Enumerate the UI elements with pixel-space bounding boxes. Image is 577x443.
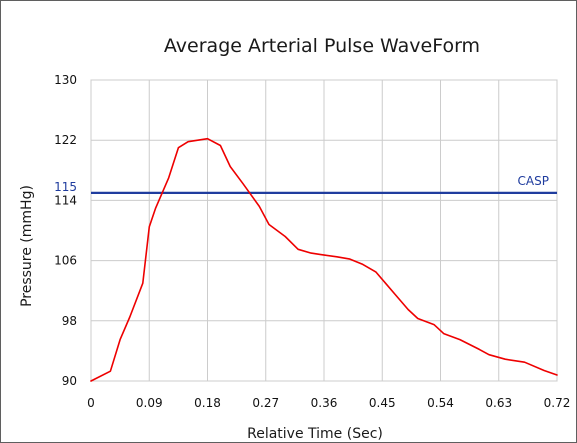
chart-title: Average Arterial Pulse WaveForm	[164, 35, 480, 57]
y-tick-label: 90	[62, 374, 77, 388]
reference-line-group: CASP 115	[54, 174, 557, 194]
x-tick-label: 0.09	[136, 396, 163, 410]
pulse-waveform-line	[90, 137, 558, 382]
tick-labels: 0 0.09 0.18 0.27 0.36 0.45 0.54 0.63 0.72 90 98 106…	[54, 73, 570, 410]
y-tick-label: 98	[62, 314, 77, 328]
x-tick-label: 0.72	[544, 396, 571, 410]
x-tick-label: 0.45	[369, 396, 396, 410]
casp-value-label: 115	[54, 180, 77, 194]
series-group	[90, 137, 558, 382]
x-tick-label: 0.36	[311, 396, 338, 410]
y-tick-label: 130	[54, 73, 77, 87]
y-tick-label: 106	[54, 254, 77, 268]
y-tick-label: 122	[54, 133, 77, 147]
x-tick-label: 0	[87, 396, 95, 410]
x-tick-label: 0.27	[252, 396, 279, 410]
x-axis-label: Relative Time (Sec)	[247, 426, 383, 442]
y-tick-label: 114	[54, 193, 77, 207]
x-tick-label: 0.63	[485, 396, 512, 410]
y-axis-label: Pressure (mmHg)	[19, 185, 35, 307]
x-tick-label: 0.54	[427, 396, 454, 410]
x-tick-label: 0.18	[194, 396, 221, 410]
casp-label: CASP	[518, 174, 549, 188]
